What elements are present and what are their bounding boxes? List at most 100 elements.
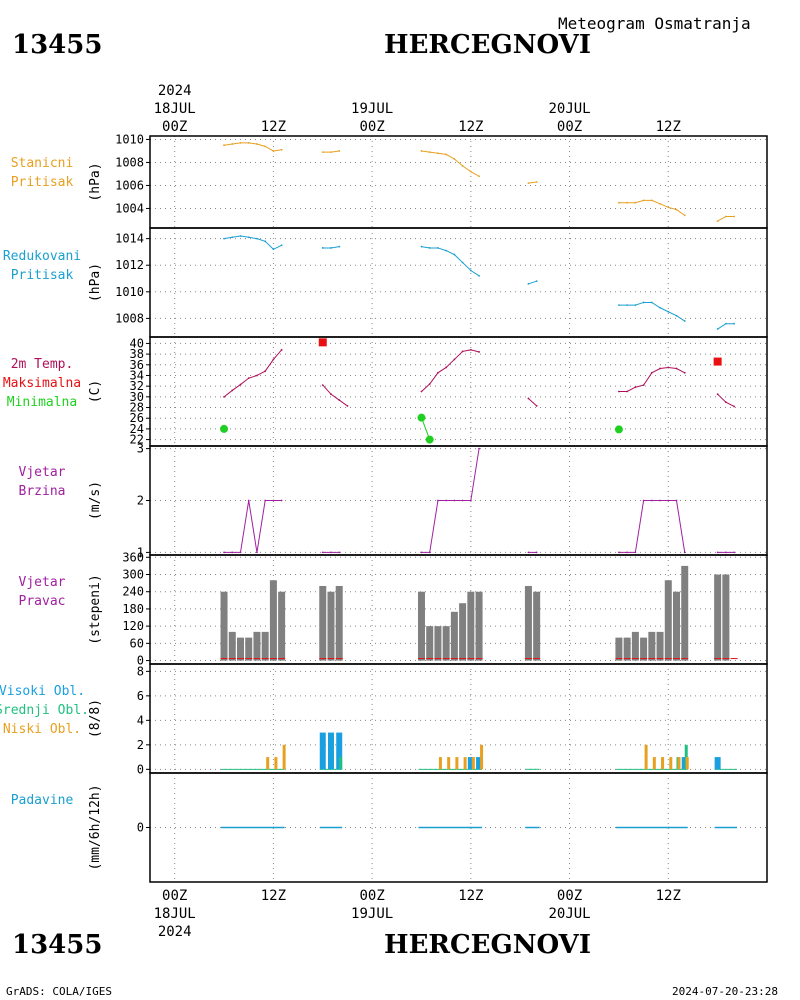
series-line [528,181,537,184]
y-tick-label: 2 [137,494,144,508]
panel-frame [149,772,768,883]
data-point [239,142,242,144]
temp-point [247,377,250,380]
station-id-bottom: 13455 [12,930,103,960]
x-tick-label-bottom: 19JUL [351,906,393,922]
y-tick-label: 1010 [115,285,144,299]
series-line [528,280,537,285]
cloud-bar [714,757,721,770]
cloud-bar [274,757,278,770]
x-tick-label-top: 18JUL [154,101,196,117]
data-point [527,182,530,185]
panel-frame [149,663,768,774]
data-point [420,551,423,554]
cloud-bar [438,757,442,770]
temp-line [322,384,348,407]
data-point [683,214,686,217]
wind-direction-bar [714,574,722,661]
data-point [659,202,661,205]
wind-direction-bar [623,637,631,661]
temp-point [634,386,637,389]
wind-direction-bar [261,631,269,661]
temp-point [264,370,267,373]
panel-label-line: Pravac [19,594,66,609]
y-axis-label: (m/s) [88,481,103,520]
data-point [683,320,686,322]
x-tick-label-top: 2024 [158,83,192,99]
data-point [535,181,538,183]
data-point [461,261,464,264]
y-tick-label: 24 [130,422,144,436]
data-point [239,551,242,554]
x-tick-label-top: 00Z [162,119,187,135]
x-tick-label-bottom: 20JUL [548,906,590,922]
panel-label-line: Niski Obl. [3,722,81,737]
data-point [272,150,275,152]
y-tick-label: 26 [130,411,144,425]
data-point [272,248,275,251]
y-tick-label: 22 [130,433,144,447]
wind-direction-bar [681,565,689,661]
y-tick-label: 38 [130,347,144,361]
temp-line [421,349,480,392]
data-point [716,328,719,330]
cloud-bar [467,757,474,770]
cloud-bar [677,757,681,770]
temp-point [223,395,225,398]
wind-direction-bar [245,637,253,661]
data-point [650,199,653,202]
data-point [724,551,727,554]
cloud-bar [669,757,673,770]
data-point [321,151,324,154]
data-point [272,499,275,502]
data-point [634,201,637,204]
cloud-bar [327,732,334,770]
temp-point [272,358,275,361]
y-tick-label: 240 [122,585,144,599]
data-point [618,304,620,306]
data-point [535,551,538,554]
data-point [634,551,637,554]
data-point [650,499,653,502]
wind-direction-bar [253,631,261,661]
temp-point [535,405,538,407]
panel-frame [149,135,768,229]
y-tick-label: 1004 [115,201,144,215]
data-point [330,551,332,554]
data-point [675,499,678,502]
data-point [626,201,629,204]
cloud-bar [471,757,475,770]
wind-direction-bar [220,591,228,661]
wind-direction-bar [450,611,458,661]
x-tick-label-bottom: 12Z [656,888,681,904]
panel-label-line: Redukovani [3,249,81,264]
temp-point [321,384,324,386]
y-tick-label: 2 [137,738,144,752]
data-point [437,152,439,155]
x-tick-label-bottom: 00Z [162,888,187,904]
y-axis-label: (8/8) [88,699,103,738]
wind-direction-bar [327,591,335,661]
y-tick-label: 300 [122,568,144,582]
series-line [421,246,480,277]
y-tick-label: 1010 [115,132,144,146]
cloud-bar [282,744,286,770]
data-point [321,247,324,249]
station-name-bottom: HERCEGNOVI [384,930,591,960]
data-point [437,499,439,502]
data-point [338,150,341,152]
panel-label-line: Pritisak [11,268,74,283]
wind-direction-bar [417,591,425,661]
data-point [280,244,283,247]
data-point [231,143,234,145]
cloud-bar [644,744,648,770]
cloud-bar [652,757,656,770]
cloud-bar [685,757,689,770]
wind-direction-bar [673,591,681,661]
tmin-marker [425,435,434,444]
temp-point [527,397,530,400]
y-tick-label: 4 [137,713,144,727]
data-point [280,499,283,502]
data-point [453,499,456,502]
y-axis-label: (mm/6h/12h) [88,784,103,870]
